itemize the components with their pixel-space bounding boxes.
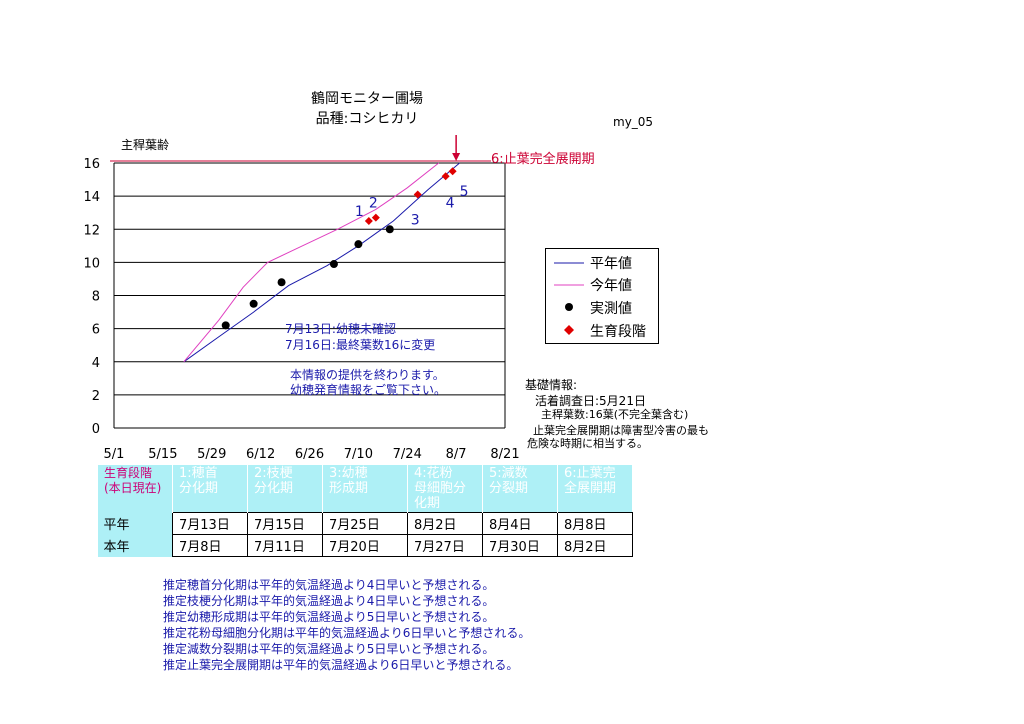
series-line-平年値 [183, 162, 460, 363]
table-header-cell: 2:枝梗 分化期 [247, 465, 323, 513]
prediction-line: 推定穂首分化期は平年的気温経過より4日早いと予想される。 [163, 578, 495, 592]
y-axis-title: 主稈葉齢 [121, 138, 170, 152]
measured-point [221, 321, 230, 330]
prediction-line: 推定幼穂形成期は平年的気温経過より5日早いと予想される。 [163, 610, 495, 624]
stage-point [371, 213, 380, 222]
stage-arrow-head [452, 153, 461, 161]
prediction-line: 推定止葉完全展開期は平年的気温経過より6日早いと予想される。 [163, 658, 519, 672]
chart-code: my_05 [613, 115, 654, 129]
chart-title-line1: 鶴岡モニター圃場 [311, 91, 423, 107]
final-leaf-label: 6:止葉完全展開期 [491, 151, 595, 167]
table-cell: 7月30日 [482, 534, 558, 557]
prediction-line: 推定枝梗分化期は平年的気温経過より4日早いと予想される。 [163, 594, 495, 608]
chart-title-line2: 品種:コシヒカリ [315, 111, 419, 127]
note-final-leaf-change: 7月16日:最終葉数16に変更 [285, 338, 436, 352]
note-service-end: 本情報の提供を終わります。 [290, 368, 445, 382]
measured-point [329, 260, 338, 269]
row-label-normal: 平年 [97, 512, 173, 535]
table-header-cell: 5:減数 分裂期 [482, 465, 558, 513]
series [183, 162, 460, 363]
x-tick-label: 6/12 [246, 447, 275, 462]
prediction-line: 推定花粉母細胞分化期は平年的気温経過より6日早いと予想される。 [163, 626, 531, 640]
measured-point [385, 225, 394, 234]
table-row: 本年 7月8日 7月11日 7月20日 7月27日 7月30日 8月2日 [97, 534, 633, 557]
series-line-今年値 [183, 162, 440, 363]
table-cell: 8月2日 [407, 512, 483, 535]
x-tick-label: 6/26 [295, 447, 324, 462]
table-cell: 7月15日 [247, 512, 323, 535]
measured-point [249, 299, 258, 308]
x-tick-label: 8/21 [490, 447, 519, 462]
table-cell: 7月20日 [322, 534, 408, 557]
basic-info-transplant-date: 活着調査日:5月21日 [535, 394, 646, 408]
stage-point [413, 190, 422, 199]
y-tick-label: 6 [92, 323, 100, 338]
stage-number-label: 3 [411, 212, 420, 228]
legend-item-normal: 平年値 [546, 251, 658, 273]
row-label-current: 本年 [97, 534, 173, 557]
table-row: 平年 7月13日 7月15日 7月25日 8月2日 8月4日 8月8日 [97, 512, 633, 535]
legend-label-measured: 実測値 [590, 301, 632, 317]
stage-number-label: 1 [355, 204, 364, 220]
y-tick-label: 8 [92, 290, 100, 305]
table-header-cell: 生育段階 (本日現在) [97, 465, 173, 513]
y-tick-label: 2 [92, 389, 100, 404]
table-cell: 7月11日 [247, 534, 323, 557]
x-tick-label: 7/24 [393, 447, 422, 462]
y-tick-label: 16 [83, 157, 100, 172]
stage-number-label: 4 [446, 196, 455, 212]
legend-label-current: 今年値 [590, 278, 632, 294]
stage-number-label: 5 [460, 184, 469, 200]
table-cell: 7月27日 [407, 534, 483, 557]
axes [110, 135, 506, 429]
prediction-line: 推定減数分裂期は平年的気温経過より5日早いと予想される。 [163, 642, 495, 656]
stage-point [441, 172, 450, 181]
x-tick-label: 5/29 [197, 447, 226, 462]
basic-info-note-line2: 危険な時期に相当する。 [527, 437, 648, 450]
y-tick-label: 10 [83, 256, 100, 271]
growth-stage-table: 生育段階 (本日現在) 1:穂首 分化期 2:枝梗 分化期 3:幼穂 形成期 4:花粉母… [97, 465, 633, 557]
note-see-panicle-info: 幼穂発育情報をご覧下さい。 [290, 383, 447, 397]
table-cell: 7月25日 [322, 512, 408, 535]
x-tick-label: 5/1 [104, 447, 125, 462]
basic-info-leaf-count: 主稈葉数:16葉(不完全葉含む) [541, 408, 689, 421]
table-cell: 8月2日 [557, 534, 633, 557]
table-header-row: 生育段階 (本日現在) 1:穂首 分化期 2:枝梗 分化期 3:幼穂 形成期 4:花粉母… [97, 465, 632, 513]
x-tick-label: 8/7 [446, 447, 467, 462]
table-header-cell: 3:幼穂 形成期 [322, 465, 408, 513]
legend-label-normal: 平年値 [590, 256, 632, 272]
table-header-cell: 1:穂首 分化期 [172, 465, 248, 513]
legend-item-current: 今年値 [546, 273, 658, 295]
x-tick-label: 5/15 [148, 447, 177, 462]
x-tick-label: 7/10 [344, 447, 373, 462]
note-panicle-unconfirmed: 7月13日:幼穂未確認 [285, 322, 396, 336]
stage-point [448, 167, 457, 176]
measured-point [354, 240, 363, 249]
legend-item-stage: 生育段階 [546, 319, 658, 341]
basic-info-heading: 基礎情報: [525, 378, 578, 392]
stage-number-label: 2 [369, 196, 378, 212]
table-header-cell: 4:花粉 母細胞分 化期 [407, 465, 483, 513]
y-tick-label: 4 [92, 356, 100, 371]
y-tick-label: 14 [83, 190, 100, 205]
chart-legend: 平年値 今年値 実測値 生育段階 [545, 248, 659, 344]
y-tick-label: 12 [83, 223, 100, 238]
table-cell: 7月13日 [172, 512, 248, 535]
grid-lines [114, 162, 505, 396]
table-header-cell: 6:止葉完 全展開期 [557, 465, 632, 513]
table-cell: 7月8日 [172, 534, 248, 557]
basic-info-note-line1: 止葉完全展開期は障害型冷害の最も [533, 424, 709, 437]
table-cell: 8月8日 [557, 512, 633, 535]
legend-label-stage: 生育段階 [590, 324, 646, 340]
legend-item-measured: 実測値 [546, 296, 658, 318]
measured-point [277, 278, 286, 287]
y-tick-label: 0 [92, 422, 100, 437]
stage-point [364, 216, 373, 225]
table-cell: 8月4日 [482, 512, 558, 535]
prediction-notes: 推定穂首分化期は平年的気温経過より4日早いと予想される。 推定枝梗分化期は平年的… [163, 577, 530, 673]
